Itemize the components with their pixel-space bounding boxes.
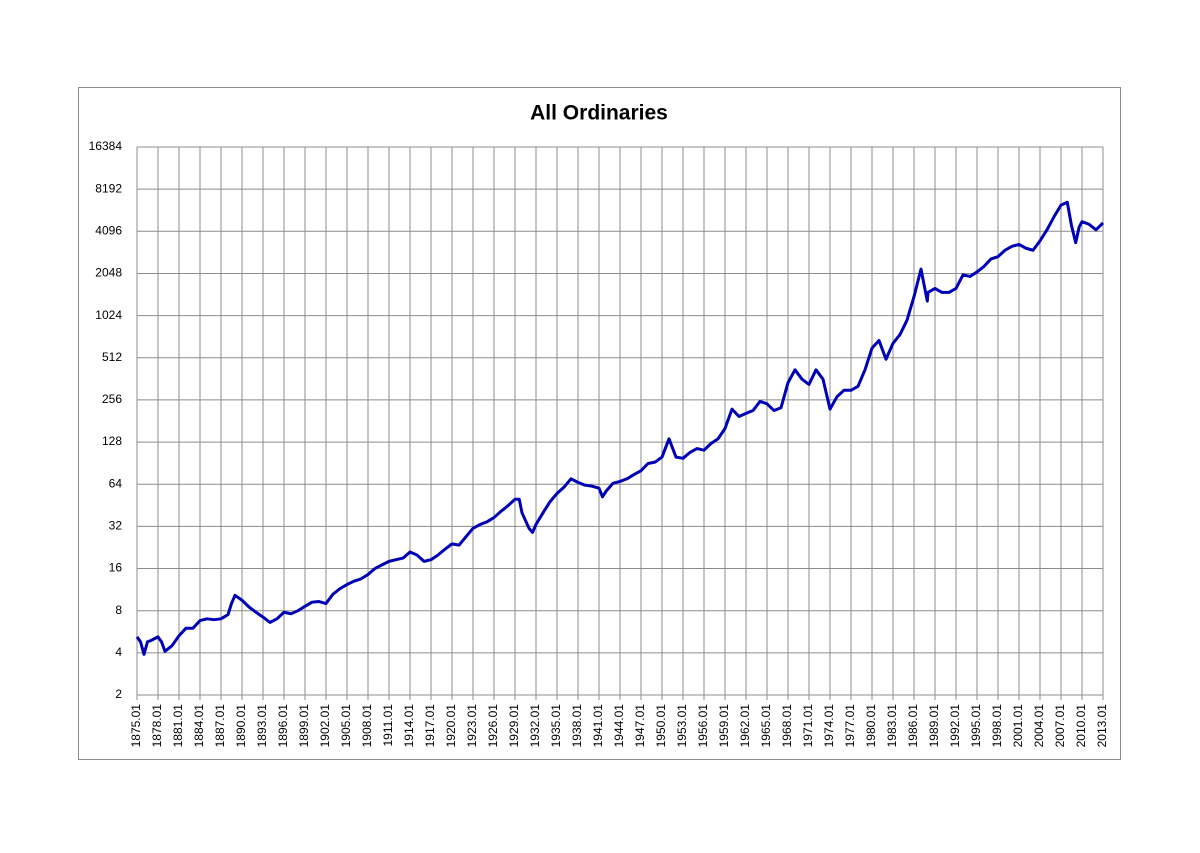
y-tick-label: 512 [102, 350, 122, 364]
chart-title: All Ordinaries [530, 102, 668, 125]
x-tick-label: 1986.01 [906, 704, 920, 748]
y-tick-label: 256 [102, 392, 122, 406]
x-tick-label: 1929.01 [507, 704, 521, 748]
y-tick-label: 4096 [95, 223, 122, 237]
x-tick-label: 1980.01 [864, 704, 878, 748]
x-tick-label: 1959.01 [717, 704, 731, 748]
x-tick-label: 1965.01 [759, 704, 773, 748]
x-tick-label: 1926.01 [486, 704, 500, 748]
x-tick-label: 1908.01 [360, 704, 374, 748]
y-tick-label: 1024 [95, 308, 122, 322]
x-tick-label: 1941.01 [591, 704, 605, 748]
x-tick-label: 1947.01 [633, 704, 647, 748]
y-tick-label: 32 [109, 519, 123, 533]
x-tick-label: 1950.01 [654, 704, 668, 748]
x-tick-label: 1995.01 [969, 704, 983, 748]
y-tick-label: 16 [109, 561, 123, 575]
x-tick-label: 1905.01 [339, 704, 353, 748]
x-tick-label: 2013.01 [1095, 704, 1109, 748]
x-tick-label: 1983.01 [885, 704, 899, 748]
y-tick-label: 2048 [95, 266, 122, 280]
x-tick-label: 1938.01 [570, 704, 584, 748]
x-tick-label: 1890.01 [234, 704, 248, 748]
x-tick-label: 1956.01 [696, 704, 710, 748]
x-tick-label: 1902.01 [318, 704, 332, 748]
x-tick-label: 2001.01 [1011, 704, 1025, 748]
x-tick-label: 1893.01 [255, 704, 269, 748]
x-tick-label: 1917.01 [423, 704, 437, 748]
x-tick-label: 1977.01 [843, 704, 857, 748]
x-tick-label: 1989.01 [927, 704, 941, 748]
x-tick-label: 1887.01 [213, 704, 227, 748]
y-tick-label: 16384 [89, 139, 123, 153]
x-tick-label: 1971.01 [801, 704, 815, 748]
x-tick-label: 2004.01 [1032, 704, 1046, 748]
x-tick-label: 2010.01 [1074, 704, 1088, 748]
x-tick-label: 1896.01 [276, 704, 290, 748]
x-tick-label: 1998.01 [990, 704, 1004, 748]
y-tick-label: 64 [109, 476, 123, 490]
x-tick-label: 1911.01 [381, 704, 395, 747]
x-tick-label: 1962.01 [738, 704, 752, 748]
x-tick-label: 1923.01 [465, 704, 479, 748]
x-tick-label: 1914.01 [402, 704, 416, 748]
y-tick-label: 8192 [95, 181, 122, 195]
y-tick-label: 8 [115, 603, 122, 617]
y-tick-label: 2 [115, 687, 122, 701]
data-line [135, 200, 1105, 656]
y-tick-label: 128 [102, 434, 122, 448]
x-tick-label: 1968.01 [780, 704, 794, 748]
x-tick-label: 1944.01 [612, 704, 626, 748]
x-tick-label: 1884.01 [192, 704, 206, 748]
x-tick-label: 1974.01 [822, 704, 836, 748]
x-tick-label: 1878.01 [150, 704, 164, 748]
x-tick-label: 1932.01 [528, 704, 542, 748]
x-tick-label: 1935.01 [549, 704, 563, 748]
x-tick-label: 1899.01 [297, 704, 311, 748]
x-tick-label: 1920.01 [444, 704, 458, 748]
x-tick-label: 1881.01 [171, 704, 185, 748]
x-tick-label: 1875.01 [129, 704, 143, 748]
y-tick-label: 4 [115, 645, 122, 659]
x-tick-label: 1992.01 [948, 704, 962, 748]
x-tick-label: 2007.01 [1053, 704, 1067, 748]
x-tick-label: 1953.01 [675, 704, 689, 748]
